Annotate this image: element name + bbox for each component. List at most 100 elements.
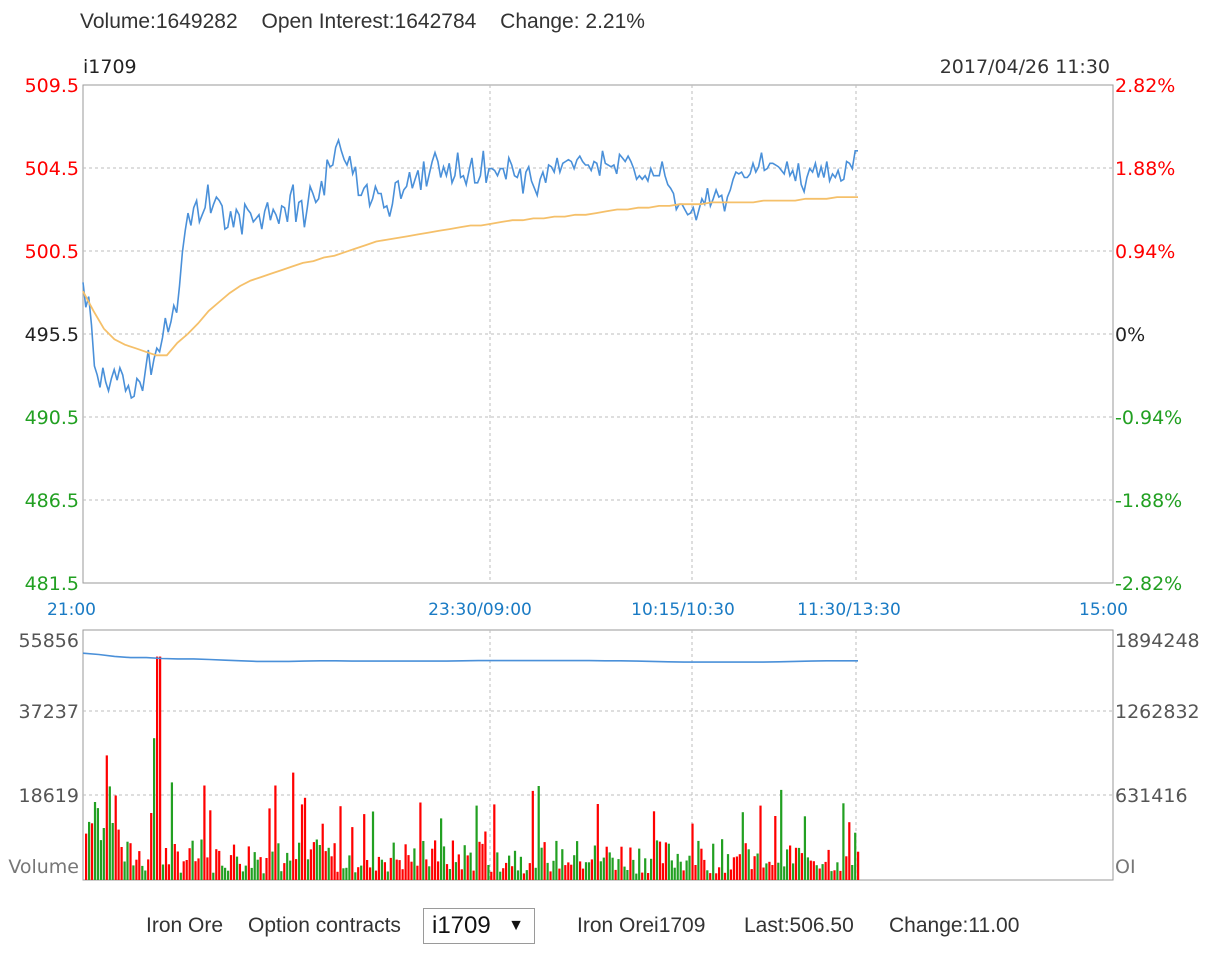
price-tick-left: 495.5 (25, 324, 79, 346)
volume-bar (235, 856, 239, 880)
volume-bar (357, 867, 360, 880)
product-label: Iron Ore (146, 914, 224, 937)
price-tick-left: 500.5 (25, 241, 79, 263)
volume-bar (564, 865, 567, 880)
volume-bar (673, 867, 676, 880)
contract-select[interactable]: i1709 ▼ (423, 908, 535, 944)
price-tick-left: 490.5 (25, 407, 79, 429)
volume-bar (623, 866, 626, 880)
volume-bar (703, 859, 706, 880)
volume-tick-left: 55856 (19, 630, 79, 652)
volume-bar (567, 862, 570, 880)
volume-bar (827, 849, 830, 880)
volume-bar (830, 871, 833, 880)
volume-bar (738, 854, 741, 880)
time-tick: 15:00 (1079, 600, 1128, 620)
percent-tick-right: 1.88% (1115, 158, 1175, 180)
volume-bar (442, 846, 446, 880)
percent-tick-right: -0.94% (1115, 407, 1182, 429)
volume-bar (655, 840, 659, 880)
time-tick: 23:30/09:00 (428, 600, 532, 620)
volume-bar (440, 818, 443, 880)
volume-bar (194, 861, 197, 880)
volume-bar (792, 863, 795, 880)
volume-bar (277, 843, 280, 880)
volume-bar (88, 821, 91, 880)
volume-bar (422, 841, 425, 880)
volume-bar (96, 808, 100, 880)
volume-bar (759, 805, 762, 880)
volume-bar (670, 860, 673, 880)
volume-bar (150, 813, 153, 880)
volume-bar (366, 860, 369, 880)
volume-bar (351, 827, 354, 880)
time-tick: 21:00 (47, 600, 96, 620)
volume-bar (818, 868, 821, 880)
volume-bar (857, 851, 860, 880)
volume-bar (298, 842, 301, 880)
volume-bar (156, 656, 159, 880)
volume-bar (833, 870, 836, 880)
volume-bar (445, 864, 449, 880)
volume-bar (718, 867, 721, 880)
volume-bar (268, 808, 271, 880)
price-tick-left: 486.5 (25, 490, 79, 512)
volume-bar (570, 864, 573, 880)
volume-bar (380, 859, 384, 880)
volume-bar (836, 862, 839, 880)
volume-bar (451, 840, 455, 880)
volume-bar (848, 822, 851, 880)
percent-tick-right: 0.94% (1115, 241, 1175, 263)
volume-bar (783, 866, 786, 880)
volume-bar (522, 873, 526, 880)
price-tick-left: 481.5 (25, 573, 79, 595)
volume-bar (250, 867, 253, 880)
volume-bar (265, 858, 268, 880)
volume-bar (389, 857, 392, 880)
volume-bar (108, 786, 111, 880)
volume-bar (581, 868, 585, 880)
volume-bar (691, 823, 694, 880)
volume-bar (224, 867, 227, 880)
volume-bar (170, 782, 174, 880)
volume-bar (602, 857, 605, 880)
average-price-line (82, 196, 858, 357)
volume-bar (448, 869, 452, 880)
volume-bar (434, 840, 437, 880)
volume-bar (712, 843, 715, 880)
volume-bar (694, 865, 697, 880)
price-tick-left: 504.5 (25, 158, 79, 180)
volume-bar (232, 844, 236, 880)
volume-bar (650, 858, 653, 880)
volume-bar (93, 802, 97, 880)
volume-bar (652, 811, 656, 880)
volume-bar (300, 804, 304, 880)
symbol-label: i1709 (83, 56, 137, 78)
volume-bar (774, 816, 777, 880)
volume-bar (200, 839, 203, 880)
volume-bar (221, 865, 224, 880)
volume-bar (203, 785, 206, 880)
volume-bar (626, 870, 629, 880)
volume-bar (215, 849, 218, 880)
volume-bar (661, 863, 665, 880)
volume-bar (386, 871, 389, 880)
volume-bar (599, 861, 602, 880)
volume-bar (744, 843, 747, 880)
volume-bar (505, 862, 508, 880)
volume-bar (463, 845, 466, 880)
volume-bar (741, 812, 744, 880)
volume-bar (274, 785, 277, 880)
volume-bar (715, 873, 718, 880)
percent-tick-right: -1.88% (1115, 490, 1182, 512)
volume-bar (534, 867, 537, 880)
volume-bar (821, 864, 824, 880)
volume-bar (117, 829, 120, 880)
volume-bar (620, 846, 623, 880)
volume-bar (614, 869, 617, 880)
volume-bar (392, 842, 395, 880)
volume-bar (123, 861, 126, 880)
percent-tick-right: 2.82% (1115, 75, 1175, 97)
volume-bar (475, 805, 478, 880)
volume-bar (638, 848, 641, 880)
